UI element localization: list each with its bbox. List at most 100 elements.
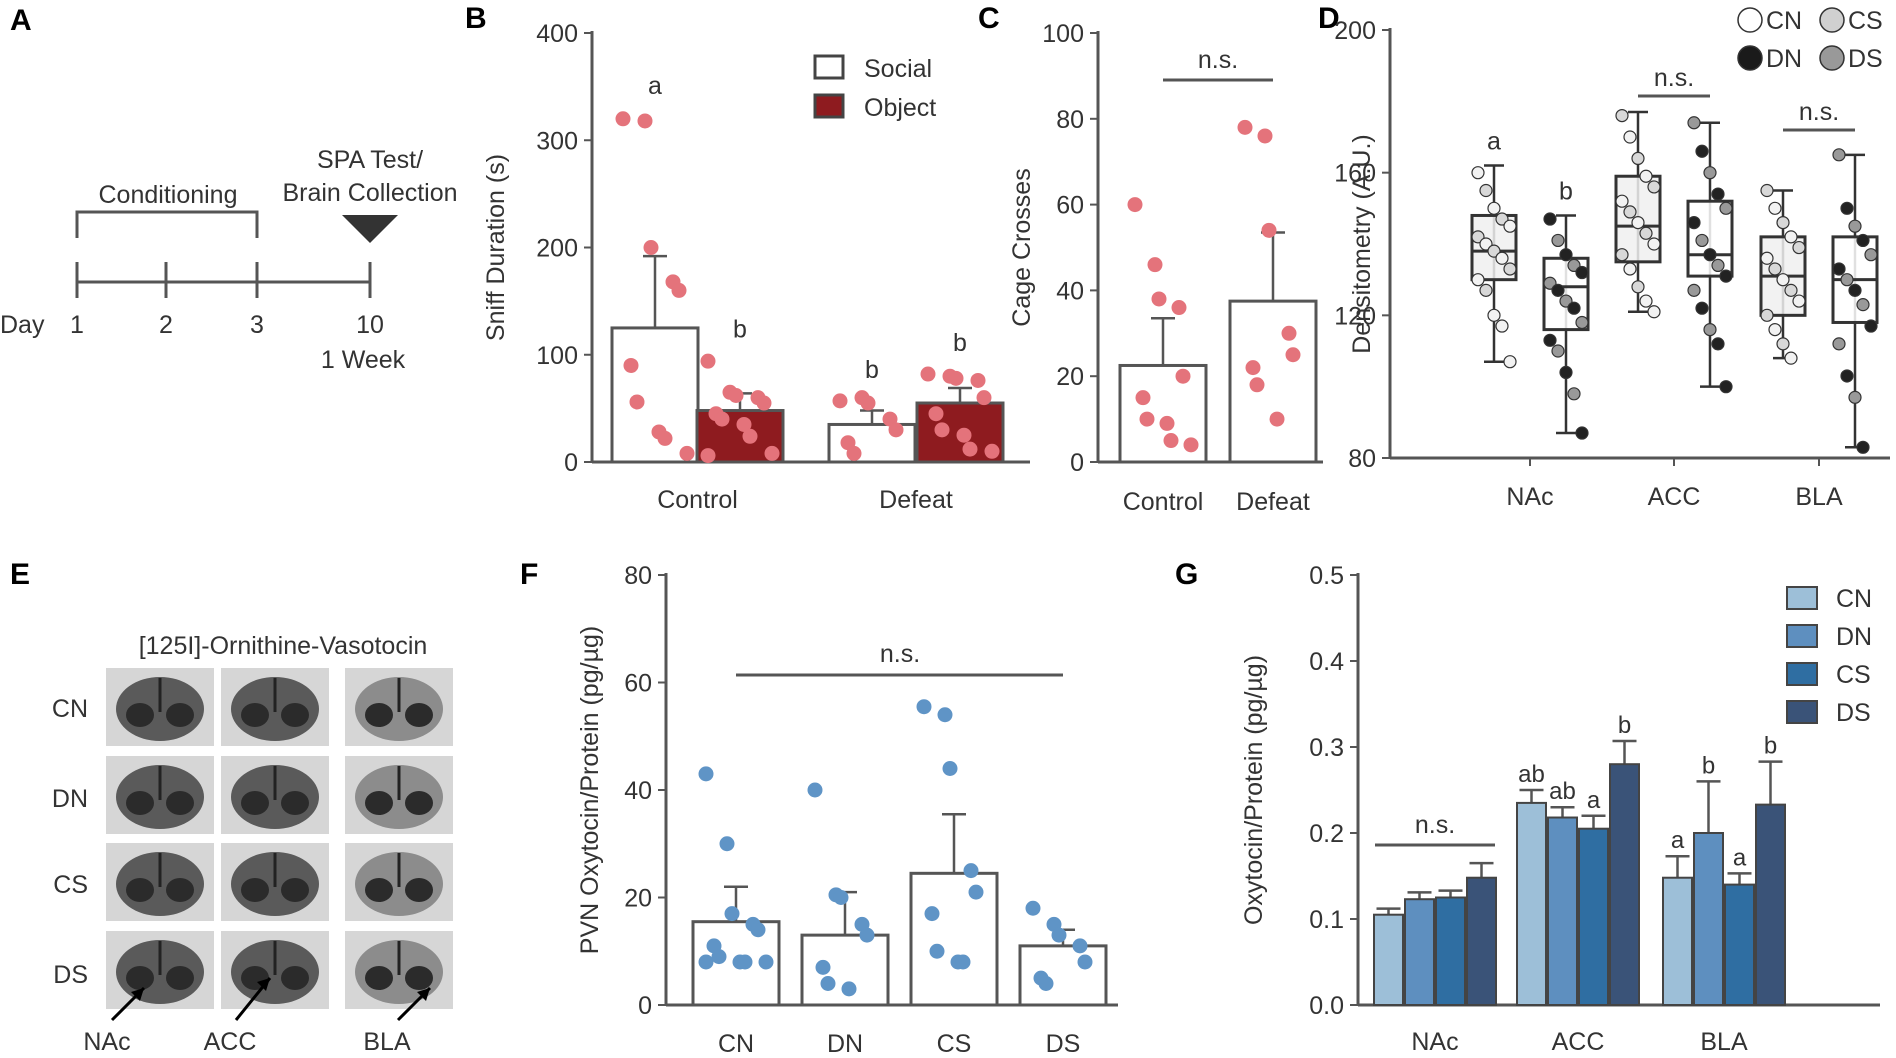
g-x-label-nac: NAc (1411, 1028, 1458, 1056)
g-significance-letter: a (1733, 844, 1747, 871)
d-y-axis-title: Densitometry (A.U.) (1348, 134, 1376, 353)
d-data-point (1864, 319, 1878, 333)
f-x-label-dn: DN (827, 1030, 863, 1058)
g-y-tick-label: 0.4 (1309, 648, 1344, 676)
day-2-label: 2 (159, 311, 173, 339)
g-x-label-acc: ACC (1552, 1028, 1605, 1056)
test-marker-triangle (342, 215, 398, 243)
g-y-axis-title: Oxytocin/Protein (pg/µg) (1240, 655, 1268, 925)
b-data-point (623, 357, 639, 373)
c-y-tick-label: 60 (1056, 192, 1084, 220)
d-data-point (1639, 226, 1653, 240)
c-x-label-control: Control (1123, 488, 1204, 516)
brain-dark-region (365, 703, 393, 727)
region-label-acc: ACC (204, 1028, 257, 1056)
panel-label-f: F (520, 558, 538, 591)
d-data-point (1623, 205, 1637, 219)
d-y-tick-label: 80 (1348, 445, 1376, 473)
g-bar-dn (1547, 816, 1578, 1007)
d-data-point (1760, 251, 1774, 265)
brain-dark-region (405, 791, 433, 815)
d-data-point (1687, 283, 1701, 297)
c-data-point (1175, 368, 1191, 384)
d-data-point (1551, 283, 1565, 297)
d-data-point (1623, 262, 1637, 276)
d-x-label-acc: ACC (1648, 483, 1701, 511)
c-data-point (1245, 360, 1261, 376)
d-data-point (1848, 390, 1862, 404)
d-data-point (1471, 273, 1485, 287)
d-legend-label-ds: DS (1848, 45, 1883, 73)
b-y-tick-label: 0 (564, 449, 578, 477)
b-data-point (934, 422, 950, 438)
g-bar-cs (1435, 896, 1466, 1006)
panel-label-a: A (10, 4, 32, 37)
d-y-tick-label: 200 (1334, 17, 1376, 45)
brain-dark-region (405, 966, 433, 990)
d-data-point (1776, 273, 1790, 287)
d-data-point (1703, 248, 1717, 262)
d-data-point (1647, 305, 1661, 319)
b-data-point (728, 388, 744, 404)
f-data-point (737, 954, 753, 970)
panel-label-c: C (978, 2, 1000, 35)
c-data-point (1257, 128, 1273, 144)
d-data-point (1703, 323, 1717, 337)
c-x-label-defeat: Defeat (1236, 488, 1310, 516)
d-data-point (1615, 248, 1629, 262)
f-bar-cs (909, 871, 999, 1007)
g-bar-dn (1404, 898, 1435, 1006)
brain-dark-region (126, 878, 154, 902)
c-data-point (1269, 411, 1285, 427)
f-data-point (942, 761, 958, 776)
d-significance-letter: b (1559, 177, 1573, 205)
d-data-point (1840, 273, 1854, 287)
g-bar-cn (1516, 801, 1547, 1007)
d-y-tick-label: 120 (1334, 302, 1376, 330)
day-10-label: 10 (356, 311, 384, 339)
g-bar-ds (1609, 763, 1640, 1007)
autoradiography-title: [125I]-Ornithine-Vasotocin (139, 632, 428, 660)
d-data-point (1631, 280, 1645, 294)
f-data-point (711, 949, 727, 965)
d-legend-marker-dn (1737, 45, 1763, 71)
b-data-point (679, 445, 695, 461)
d-data-point (1567, 387, 1581, 401)
b-data-point (920, 366, 936, 382)
d-data-point (1711, 337, 1725, 351)
d-data-point (1856, 298, 1870, 312)
region-arrow-head (131, 988, 144, 1001)
b-significance-letter: a (648, 72, 662, 100)
b-significance-letter: b (733, 315, 747, 343)
f-data-point (807, 782, 823, 798)
d-ns-label: n.s. (1799, 98, 1839, 126)
g-legend-swatch-ds (1786, 700, 1818, 724)
b-data-point (637, 113, 653, 129)
region-label-bla: BLA (363, 1028, 411, 1056)
d-data-point (1503, 219, 1517, 233)
brain-dark-region (281, 703, 309, 727)
f-data-point (698, 954, 714, 970)
c-data-point (1183, 437, 1199, 453)
f-data-point (724, 906, 740, 922)
c-data-point (1159, 415, 1175, 431)
d-data-point (1719, 269, 1733, 283)
g-significance-letter: ab (1549, 778, 1576, 805)
g-legend-swatch-cs (1786, 662, 1818, 686)
d-data-point (1792, 294, 1806, 308)
g-bar-dn (1693, 832, 1724, 1006)
panel-b-chart: 0 100 200 300 400 Sniff Duration (s) Control a b… (482, 20, 1030, 514)
g-significance-letter: ab (1518, 761, 1545, 788)
conditioning-bracket (75, 210, 259, 238)
d-data-point (1784, 283, 1798, 297)
d-data-point (1631, 151, 1645, 165)
b-bar-social (610, 326, 700, 464)
d-data-point (1776, 216, 1790, 230)
d-data-point (1695, 233, 1709, 248)
c-data-point (1127, 197, 1143, 213)
region-label-nac: NAc (83, 1028, 130, 1056)
b-data-point (956, 427, 972, 443)
g-bar-ds (1466, 876, 1497, 1006)
g-x-label-bla: BLA (1700, 1028, 1748, 1056)
d-data-point (1776, 337, 1790, 351)
